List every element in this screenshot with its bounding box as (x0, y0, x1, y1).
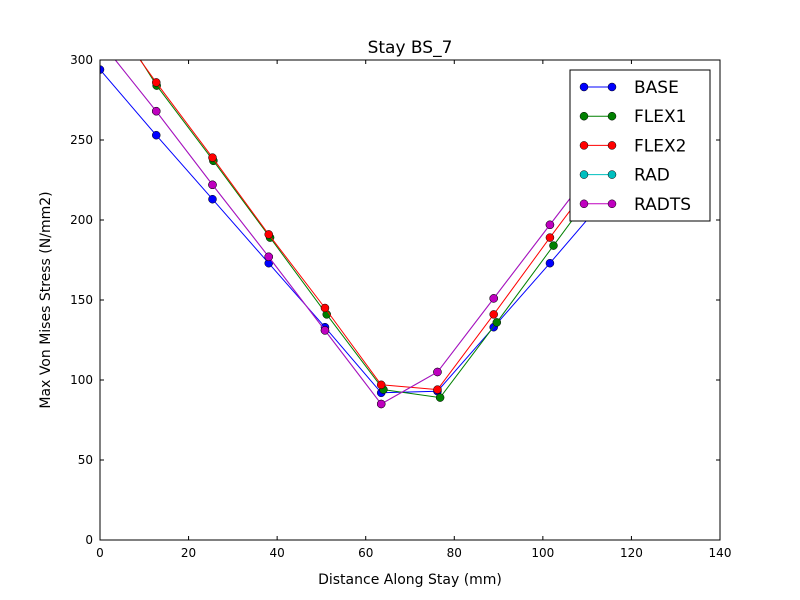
data-point (376, 380, 386, 390)
legend-marker (607, 170, 617, 179)
legend-item: RADTS (579, 195, 691, 215)
series-line (114, 60, 607, 405)
data-point (489, 294, 498, 303)
legend-marker (579, 82, 589, 92)
legend-label: RADTS (634, 195, 691, 215)
data-point (545, 258, 555, 268)
data-point (151, 130, 161, 140)
data-point (435, 393, 445, 402)
legend-marker (607, 111, 617, 121)
y-tick-label: 0 (85, 533, 93, 547)
data-point (489, 310, 498, 319)
data-point (208, 153, 217, 162)
legend-marker (579, 199, 589, 209)
x-tick-label: 60 (358, 546, 373, 560)
x-tick-label: 140 (709, 546, 732, 560)
y-tick-label: 200 (70, 213, 93, 227)
legend-marker (579, 111, 589, 121)
legend-marker (607, 141, 617, 150)
legend-label: FLEX1 (634, 107, 686, 127)
data-point (264, 230, 273, 239)
chart-title: Stay BS_7 (368, 38, 453, 58)
data-point (433, 385, 442, 394)
x-tick-label: 100 (531, 546, 554, 560)
legend-marker (579, 141, 589, 150)
plot-frame (99, 59, 721, 541)
data-point (320, 326, 330, 335)
data-point (320, 303, 330, 313)
y-tick-label: 250 (70, 133, 93, 147)
x-tick-label: 40 (270, 546, 285, 560)
y-tick-label: 300 (70, 53, 93, 67)
legend-marker (579, 170, 589, 179)
y-tick-label: 50 (78, 453, 93, 467)
y-axis-title: Max Von Mises Stress (N/mm2) (38, 191, 54, 408)
legend-label: RAD (634, 166, 670, 186)
series-line (139, 60, 607, 391)
data-point (545, 220, 555, 230)
data-point (264, 252, 273, 262)
legend-label: FLEX2 (634, 136, 686, 156)
x-tick-label: 20 (181, 546, 196, 560)
legend-label: BASE (634, 78, 679, 98)
data-point (549, 241, 558, 250)
data-point (100, 65, 105, 74)
x-axis-title: Distance Along Stay (mm) (318, 572, 502, 588)
data-point (151, 78, 161, 87)
data-point (545, 233, 555, 242)
x-tick-label: 80 (447, 546, 462, 560)
series-line (100, 69, 607, 394)
data-point (208, 180, 217, 190)
data-point (151, 106, 161, 116)
data-point (376, 399, 386, 409)
series-flex2 (139, 60, 611, 394)
data-point (433, 367, 442, 377)
x-tick-label: 0 (96, 546, 104, 560)
legend-item: RAD (579, 166, 670, 186)
legend-item: FLEX2 (579, 136, 686, 156)
legend: BASE FLEX1 FLEX2 RAD RADTS (569, 69, 711, 222)
legend-item: BASE (579, 78, 679, 98)
data-point (208, 194, 217, 204)
series-radts (114, 60, 611, 409)
legend-marker (607, 199, 617, 209)
y-tick-label: 100 (70, 373, 93, 387)
x-tick-label: 120 (620, 546, 643, 560)
legend-item: FLEX1 (579, 107, 686, 127)
y-tick-label: 150 (70, 293, 93, 307)
series-line (139, 60, 611, 399)
series-layer (100, 60, 615, 409)
legend-marker (607, 82, 617, 92)
data-point (492, 318, 502, 327)
